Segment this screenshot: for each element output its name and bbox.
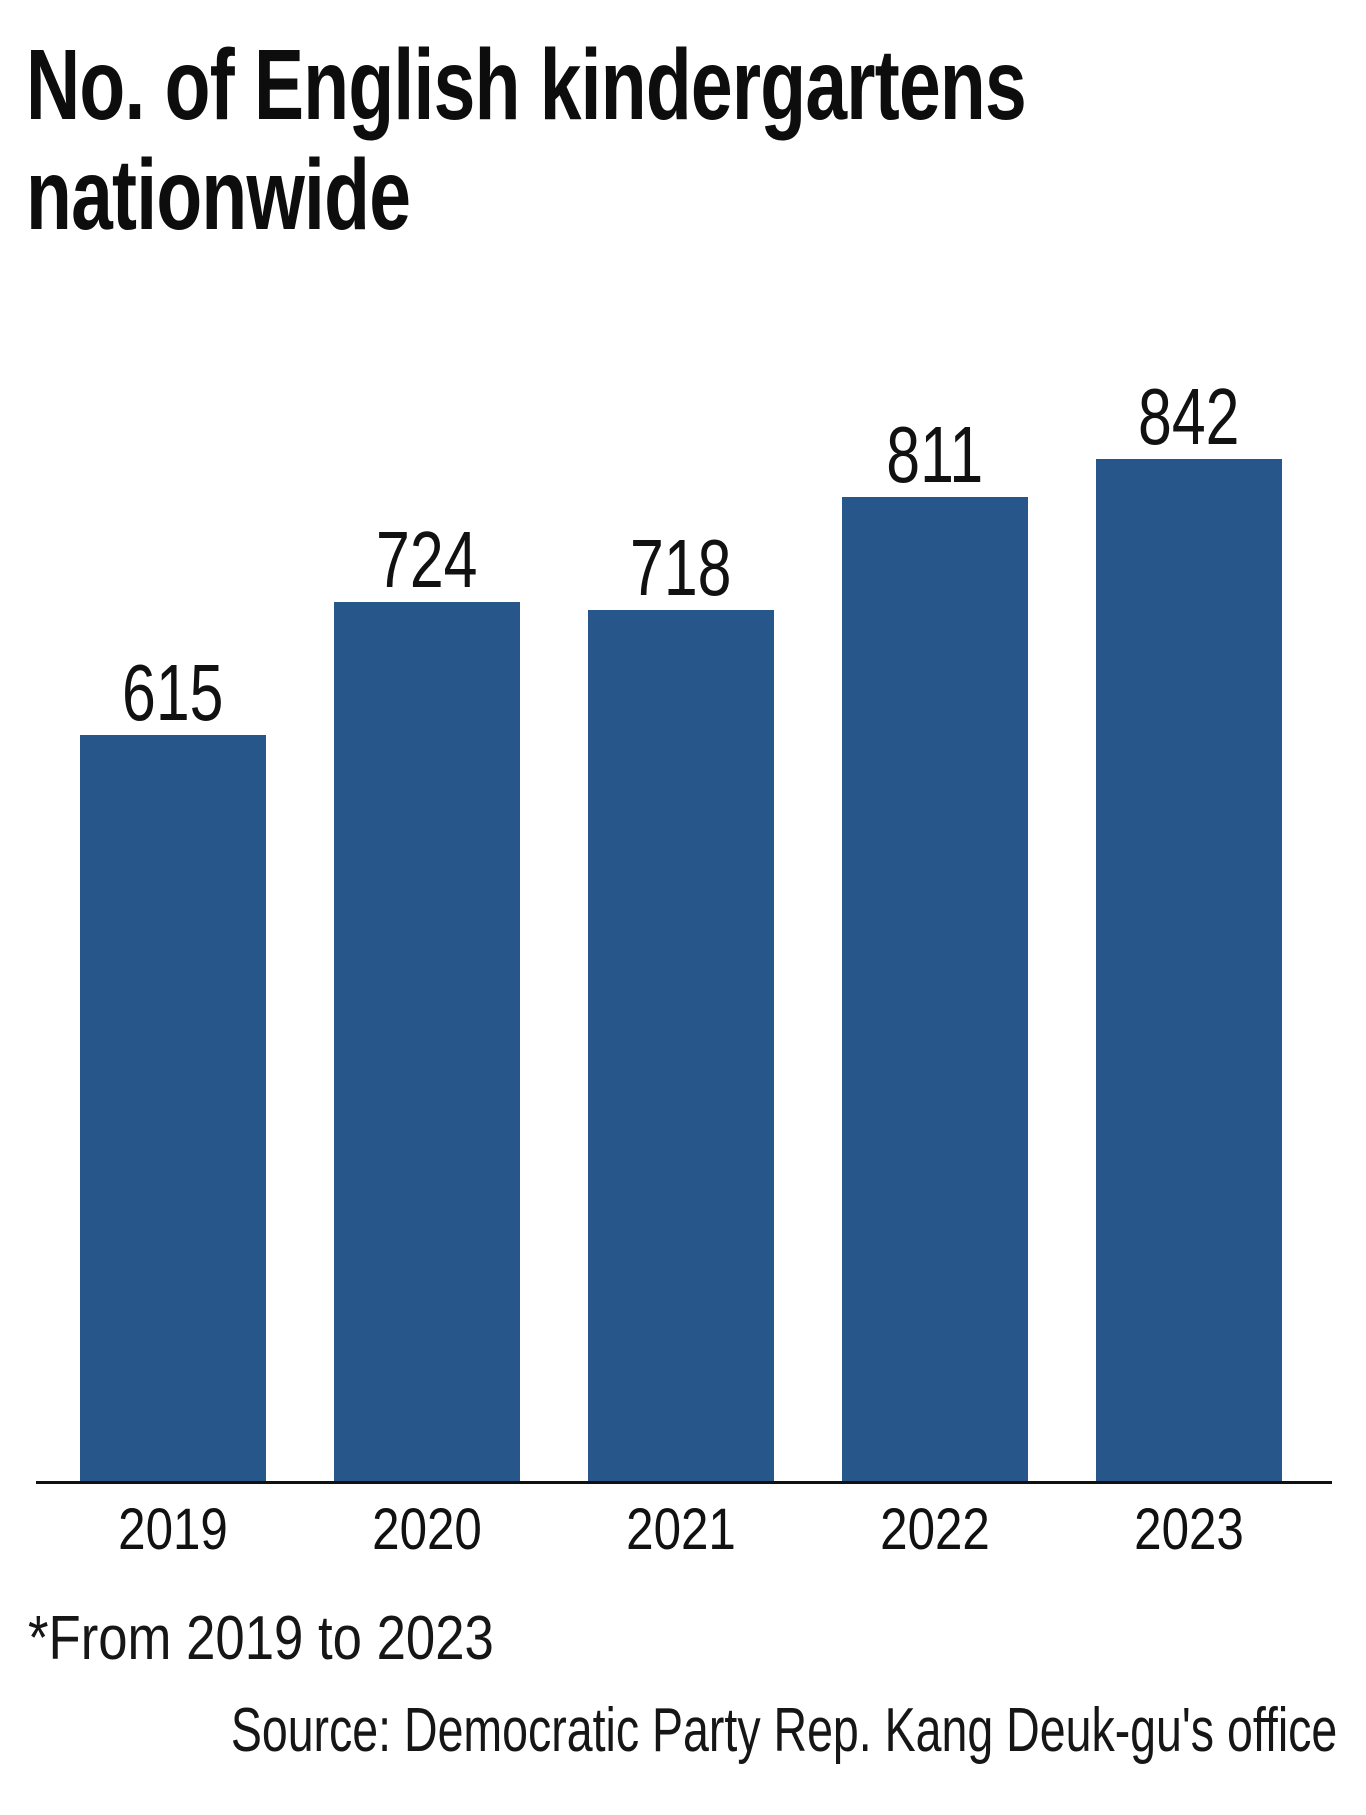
x-axis-label-2023: 2023: [1134, 1497, 1244, 1562]
x-axis-labels: 2019 2020 2021 2022 2023: [80, 1497, 1282, 1564]
x-axis-label-2019: 2019: [118, 1497, 228, 1562]
bar-column-2021: 718: [588, 528, 774, 1482]
bar-value-label: 615: [122, 648, 224, 737]
bar-rect-2019: [80, 735, 266, 1482]
bar-column-2022: 811: [842, 415, 1028, 1482]
source-credit: Source: Democratic Party Rep. Kang Deuk-…: [230, 1696, 1337, 1765]
bar-value-label: 842: [1138, 372, 1240, 461]
bar-column-2023: 842: [1096, 377, 1282, 1482]
bar-column-2019: 615: [80, 653, 266, 1482]
bar-column-2020: 724: [334, 520, 520, 1482]
x-axis-label-2022: 2022: [880, 1497, 990, 1562]
x-axis-label-2021: 2021: [626, 1497, 736, 1562]
x-axis-line: [36, 1481, 1332, 1484]
plot-area: 615 724 718 811 842: [80, 0, 1282, 1482]
bar-value-label: 811: [886, 410, 984, 499]
bar-rect-2020: [334, 602, 520, 1482]
bar-rect-2021: [588, 610, 774, 1482]
bar-rect-2023: [1096, 459, 1282, 1482]
x-axis-label-2020: 2020: [372, 1497, 482, 1562]
chart-title: No. of English kindergartens nationwide: [26, 29, 1027, 251]
footnote: *From 2019 to 2023: [28, 1604, 494, 1673]
bar-value-label: 724: [376, 515, 478, 604]
bar-value-label: 718: [630, 523, 732, 612]
bar-rect-2022: [842, 497, 1028, 1482]
